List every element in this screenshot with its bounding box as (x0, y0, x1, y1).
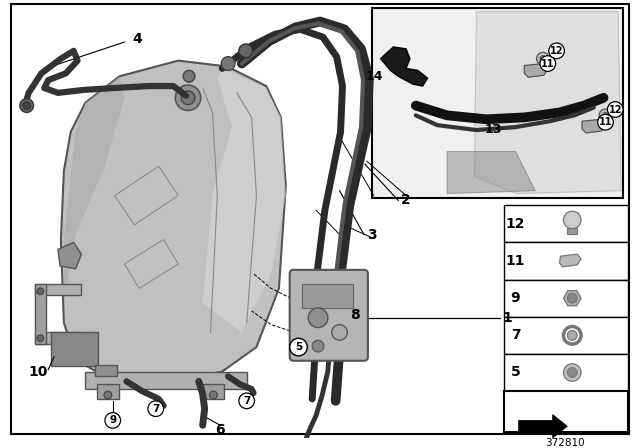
Polygon shape (474, 12, 621, 194)
Text: 1: 1 (503, 311, 513, 325)
Circle shape (599, 109, 612, 122)
Bar (504, 205, 628, 242)
Circle shape (548, 43, 564, 59)
Text: 11: 11 (599, 117, 612, 127)
Circle shape (175, 85, 201, 111)
Polygon shape (64, 76, 124, 303)
Circle shape (540, 56, 556, 71)
Circle shape (563, 211, 581, 229)
Bar (85, 371, 246, 389)
Text: 13: 13 (484, 123, 502, 136)
Polygon shape (559, 254, 581, 267)
Bar (504, 354, 628, 391)
Text: 8: 8 (350, 308, 360, 322)
Circle shape (209, 391, 218, 399)
Polygon shape (524, 64, 548, 77)
Text: 7: 7 (511, 328, 520, 342)
Bar (504, 317, 628, 354)
Text: 5: 5 (511, 366, 520, 379)
Circle shape (23, 102, 31, 109)
Circle shape (148, 401, 164, 417)
Circle shape (20, 99, 33, 112)
Polygon shape (61, 60, 286, 383)
Circle shape (37, 288, 44, 295)
Text: 12: 12 (506, 217, 525, 231)
Bar (51, 332, 98, 366)
Bar (504, 242, 628, 280)
Text: 372810: 372810 (545, 438, 585, 448)
Polygon shape (447, 151, 535, 194)
Circle shape (308, 308, 328, 327)
Text: 3: 3 (367, 228, 376, 241)
Circle shape (563, 364, 581, 381)
Text: 7: 7 (243, 396, 250, 406)
Polygon shape (381, 47, 428, 86)
Circle shape (536, 52, 549, 65)
Bar (35, 332, 81, 344)
Text: 7: 7 (152, 404, 159, 414)
Circle shape (290, 338, 307, 356)
Text: 11: 11 (541, 59, 554, 69)
Circle shape (607, 102, 623, 117)
Text: 9: 9 (511, 291, 520, 305)
Circle shape (181, 91, 195, 105)
Bar (35, 284, 46, 344)
Circle shape (598, 114, 613, 130)
Circle shape (221, 57, 235, 70)
Bar (504, 280, 628, 317)
Polygon shape (563, 291, 581, 306)
Circle shape (312, 340, 324, 352)
Text: 5: 5 (295, 342, 302, 352)
Bar (567, 228, 577, 234)
Bar (35, 284, 81, 295)
Bar (95, 365, 116, 376)
Circle shape (239, 44, 253, 58)
Circle shape (567, 293, 577, 303)
Text: 2: 2 (401, 194, 411, 207)
Circle shape (567, 368, 577, 377)
Text: 9: 9 (109, 415, 116, 426)
Text: 4: 4 (132, 32, 142, 46)
Text: 10: 10 (29, 365, 48, 379)
Circle shape (239, 393, 255, 409)
Bar (504, 391, 628, 432)
Circle shape (567, 331, 577, 340)
Circle shape (37, 335, 44, 342)
Circle shape (105, 413, 120, 428)
Polygon shape (203, 69, 286, 332)
Circle shape (602, 112, 609, 118)
Bar (372, 8, 623, 198)
Circle shape (332, 325, 348, 340)
Circle shape (104, 391, 112, 399)
Bar (303, 284, 353, 308)
Text: 11: 11 (506, 254, 525, 268)
Polygon shape (58, 242, 81, 269)
Text: 6: 6 (216, 423, 225, 437)
Text: 14: 14 (366, 70, 383, 83)
Polygon shape (582, 119, 605, 133)
Circle shape (183, 70, 195, 82)
Bar (97, 384, 118, 399)
FancyBboxPatch shape (290, 270, 368, 361)
Circle shape (540, 56, 546, 61)
Bar (203, 384, 224, 399)
Text: 12: 12 (550, 46, 563, 56)
Text: 12: 12 (609, 104, 622, 115)
Polygon shape (518, 414, 567, 438)
